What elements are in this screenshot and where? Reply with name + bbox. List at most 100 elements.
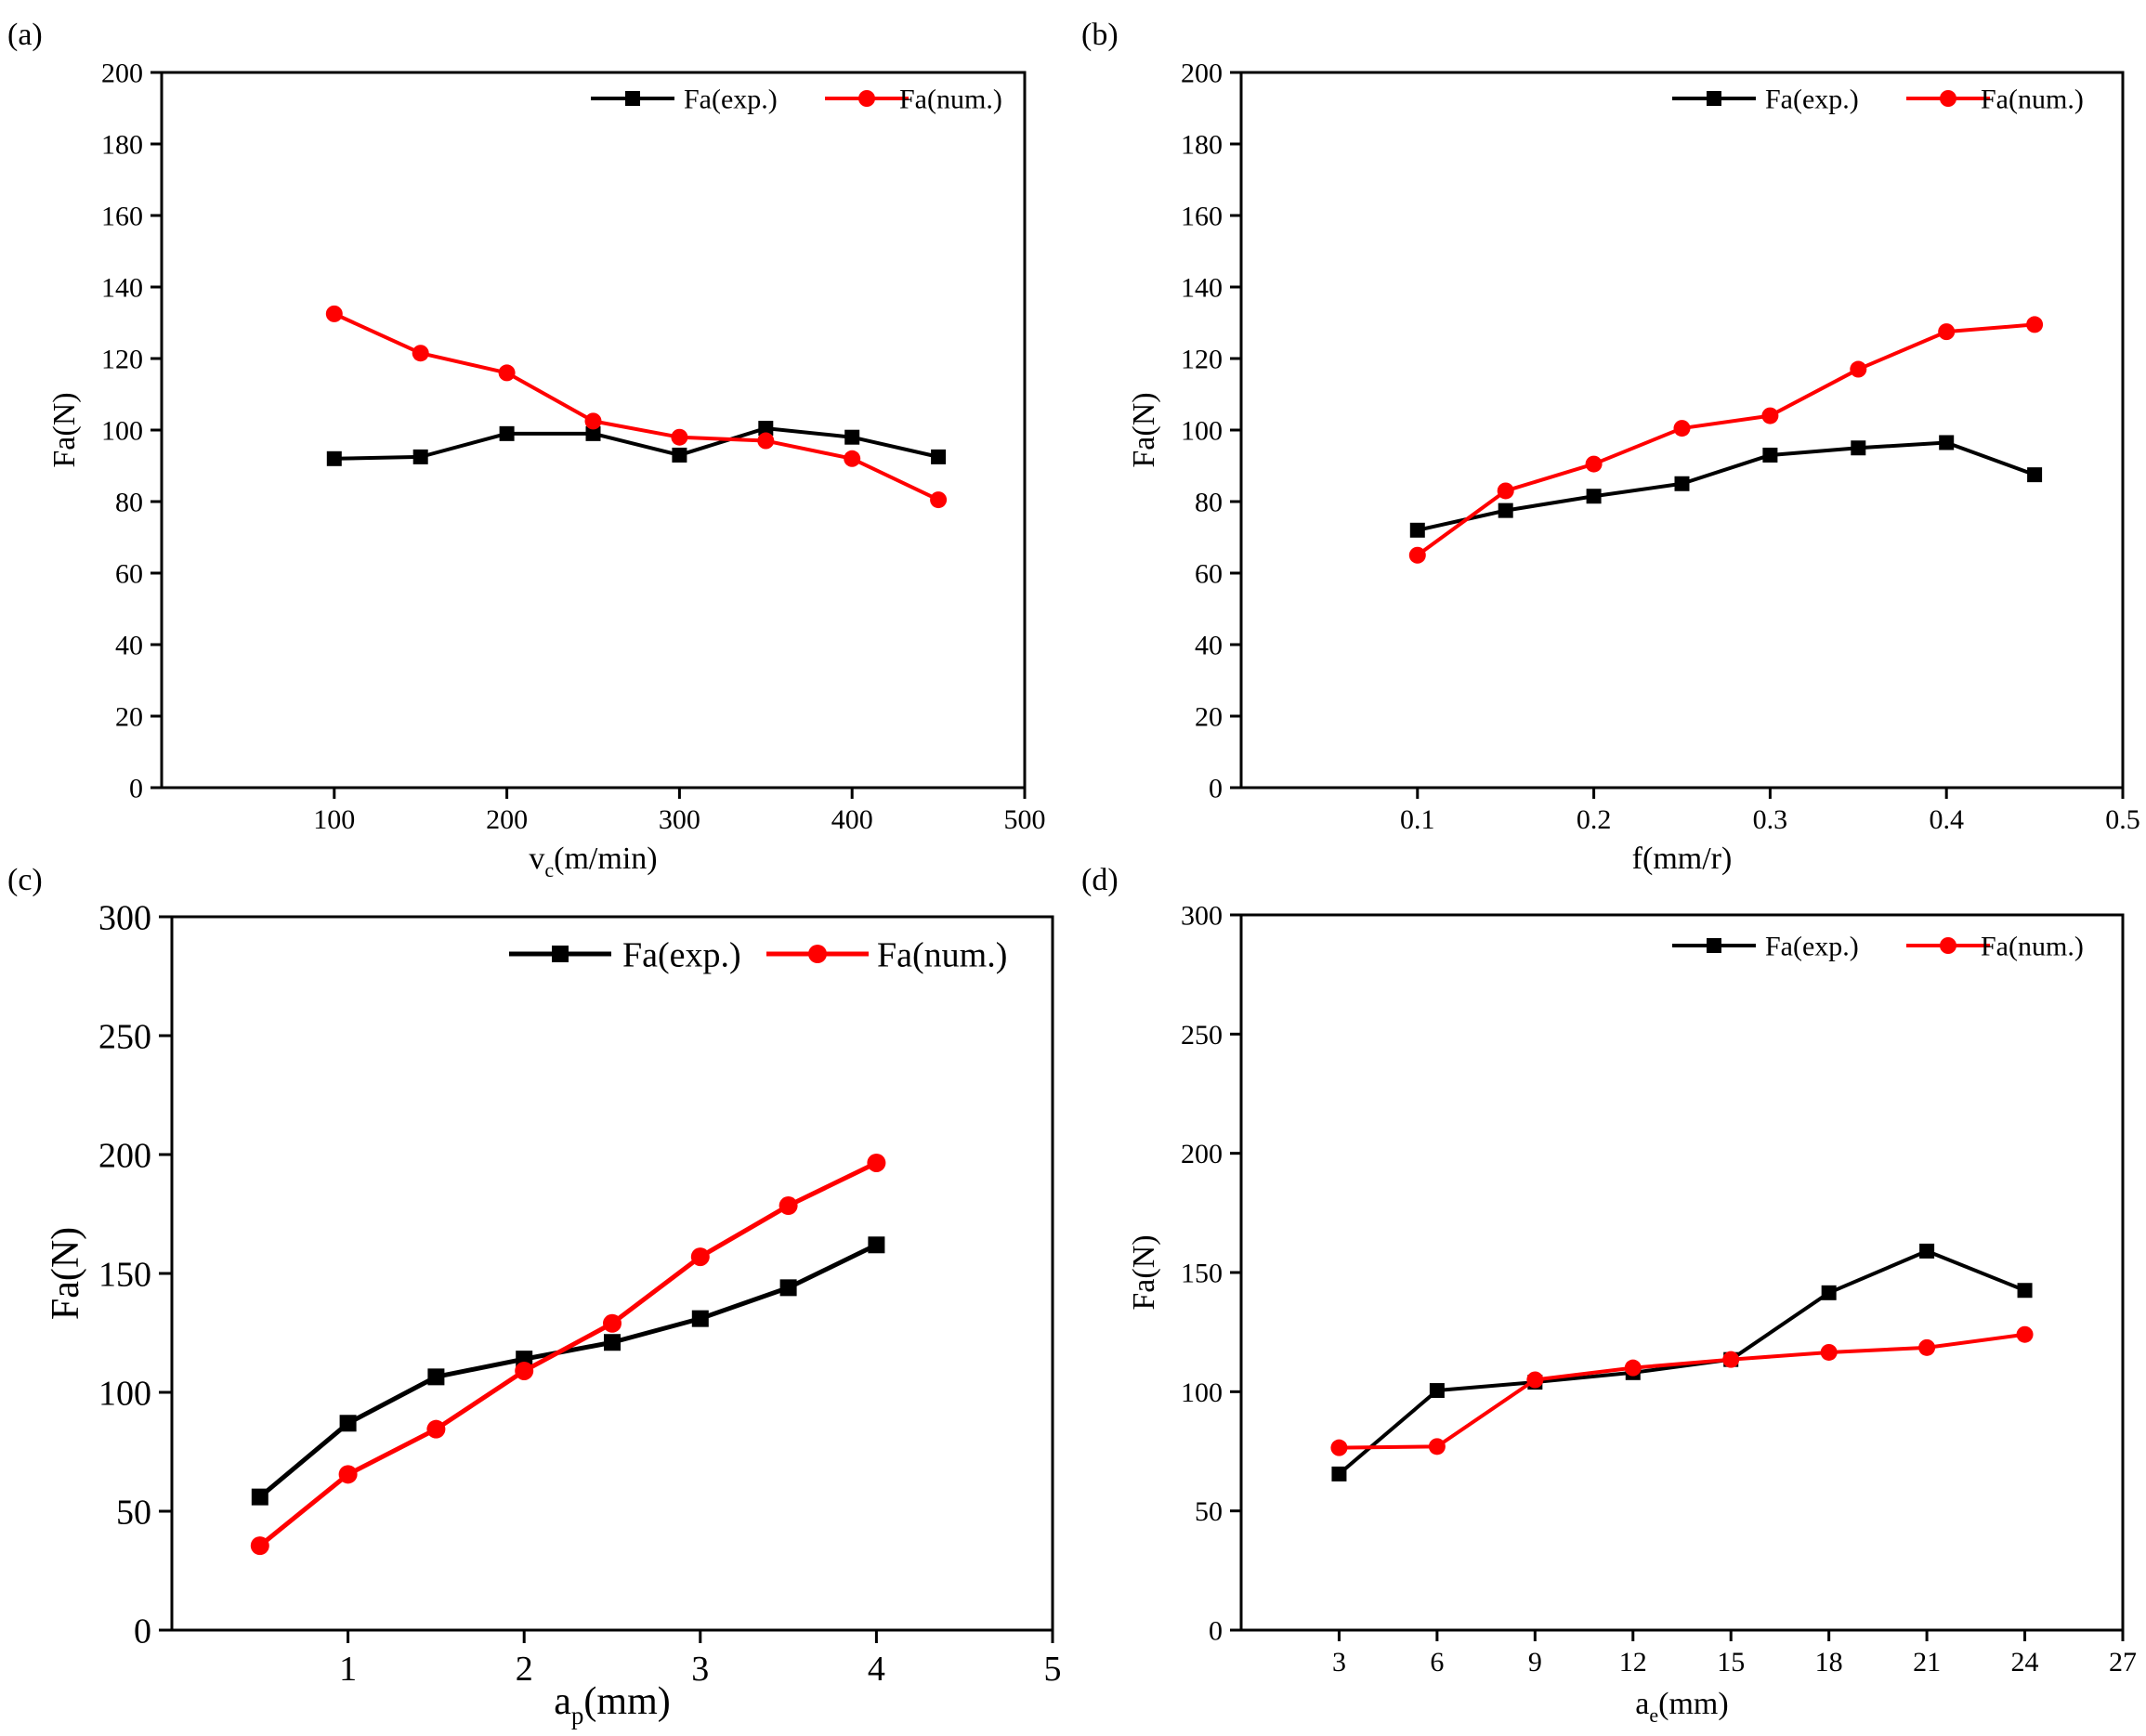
data-point-exp xyxy=(251,1488,268,1506)
data-point-exp xyxy=(1674,476,1690,491)
x-tick-label: 0.2 xyxy=(1577,804,1612,835)
y-tick-label: 180 xyxy=(101,130,143,161)
series-line-exp xyxy=(334,426,939,461)
data-point-exp xyxy=(1919,1243,1935,1259)
x-axis-title-sub: p xyxy=(571,1702,584,1729)
x-tick-label: 9 xyxy=(1528,1647,1542,1677)
y-tick-label: 150 xyxy=(1181,1259,1223,1289)
data-point-num xyxy=(584,412,602,430)
data-point-exp xyxy=(326,450,342,466)
legend-marker-exp xyxy=(1707,938,1721,953)
legend-label-num: Fa(num.) xyxy=(877,935,1007,974)
data-point-exp xyxy=(2027,467,2043,483)
x-tick-label: 2 xyxy=(516,1650,533,1689)
data-point-exp xyxy=(931,449,947,464)
data-point-num xyxy=(779,1196,798,1216)
data-point-exp xyxy=(499,425,515,441)
data-point-exp xyxy=(585,425,601,441)
x-tick-label: 5 xyxy=(1044,1650,1062,1689)
data-point-exp xyxy=(1851,440,1866,456)
y-tick-label: 150 xyxy=(98,1255,151,1294)
data-point-num xyxy=(1850,360,1867,378)
x-tick-label: 12 xyxy=(1619,1647,1647,1677)
panel-label: (d) xyxy=(1081,863,1119,897)
x-axis-title-main: a xyxy=(554,1680,571,1723)
x-tick-label: 0.5 xyxy=(2105,804,2140,835)
chart-b: (b) 0 20 40 60 80 100 120 140 160 180 200 0.1 0.2 0.3 0… xyxy=(1081,18,2140,876)
data-point-exp xyxy=(427,1368,445,1386)
x-axis-title-rest: (m/min) xyxy=(554,842,657,876)
legend-marker-exp xyxy=(552,946,569,962)
legend-label-num: Fa(num.) xyxy=(899,85,1002,115)
y-tick-label: 40 xyxy=(1195,631,1223,661)
data-point-num xyxy=(1497,482,1514,500)
data-point-num xyxy=(757,432,775,450)
series-line-exp xyxy=(258,1243,878,1499)
y-tick-label: 140 xyxy=(101,273,143,304)
x-axis-title: ae(mm) xyxy=(1635,1687,1728,1727)
data-point-num xyxy=(426,1419,446,1439)
y-tick-label: 0 xyxy=(134,1612,151,1651)
data-point-exp xyxy=(1498,503,1513,518)
y-tick-label: 20 xyxy=(1195,702,1223,733)
data-point-num xyxy=(603,1313,622,1333)
panel-label: (a) xyxy=(7,18,43,52)
data-point-num xyxy=(1673,420,1691,437)
chart-a: (a) 0 20 40 60 80 100 120 140 160 180 200 100 200 300 4… xyxy=(7,18,1046,881)
y-tick-label: 100 xyxy=(1181,416,1223,447)
data-point-num xyxy=(338,1465,358,1484)
x-tick-label: 3 xyxy=(1332,1647,1346,1677)
chart-c: (c) 0 50 100 150 200 250 300 1 2 3 4 5 ap(mm) Fa(N) Fa(… xyxy=(7,863,1062,1729)
data-point-num xyxy=(1918,1338,1936,1356)
data-point-num xyxy=(1526,1371,1544,1389)
y-tick-label: 200 xyxy=(1181,59,1223,89)
y-tick-label: 60 xyxy=(1195,559,1223,590)
data-point-num xyxy=(671,428,688,446)
data-point-num xyxy=(1624,1359,1642,1377)
x-tick-label: 21 xyxy=(1913,1647,1941,1677)
data-point-num xyxy=(250,1536,269,1556)
plot-frame xyxy=(1239,913,2125,1632)
data-point-num xyxy=(867,1153,886,1172)
legend-marker-exp xyxy=(625,91,640,106)
data-point-exp xyxy=(1762,447,1778,463)
y-tick-label: 100 xyxy=(101,416,143,447)
data-point-num xyxy=(498,364,516,382)
y-tick-label: 0 xyxy=(1209,774,1223,804)
x-tick-label: 4 xyxy=(868,1650,885,1689)
legend-label-exp: Fa(exp.) xyxy=(1765,932,1859,962)
data-point-exp xyxy=(672,447,687,463)
chart-d: (d) 0 50 100 150 200 250 300 3 6 9 12 15 18 21 24 27 ae(m… xyxy=(1081,863,2137,1727)
x-tick-label: 300 xyxy=(659,804,700,835)
y-tick-label: 60 xyxy=(115,559,143,590)
data-point-num xyxy=(515,1361,534,1380)
data-point-exp xyxy=(868,1236,885,1254)
x-axis-title-main: f(mm/r) xyxy=(1632,842,1733,876)
x-axis-title-rest: (mm) xyxy=(583,1680,670,1723)
data-point-exp xyxy=(1429,1383,1445,1399)
x-axis-title-sub: e xyxy=(1649,1703,1658,1727)
y-tick-label: 300 xyxy=(1181,901,1223,932)
data-point-exp xyxy=(412,449,428,464)
y-tick-label: 120 xyxy=(1181,345,1223,375)
x-tick-label: 100 xyxy=(313,804,355,835)
data-point-num xyxy=(2026,316,2044,333)
data-point-exp xyxy=(604,1334,621,1351)
y-tick-label: 250 xyxy=(1181,1020,1223,1051)
x-axis-title: vc(m/min) xyxy=(529,842,657,881)
y-tick-label: 20 xyxy=(115,702,143,733)
y-tick-label: 300 xyxy=(98,898,151,937)
x-axis-title-main: v xyxy=(529,842,544,876)
legend-marker-num xyxy=(858,90,875,107)
series-line-num xyxy=(258,1160,878,1548)
y-tick-label: 80 xyxy=(115,488,143,518)
legend-label-num: Fa(num.) xyxy=(1981,85,2084,115)
x-tick-label: 0.1 xyxy=(1400,804,1435,835)
data-point-exp xyxy=(1331,1466,1347,1481)
legend-marker-exp xyxy=(1707,91,1721,106)
y-tick-label: 120 xyxy=(101,345,143,375)
data-point-num xyxy=(412,345,429,362)
y-tick-label: 0 xyxy=(129,774,143,804)
series-line-num xyxy=(1416,322,2035,557)
